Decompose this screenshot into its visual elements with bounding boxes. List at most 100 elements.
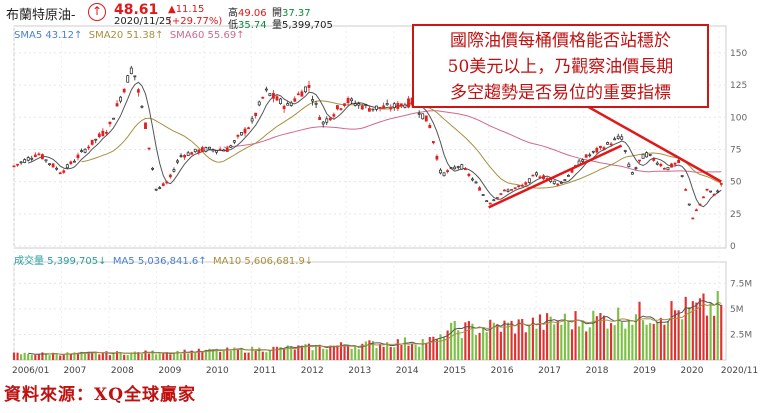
price-tick-label: 50: [730, 178, 742, 188]
candle-body: [524, 182, 528, 185]
x-tick-label: 2012: [301, 366, 324, 376]
candle-body: [517, 185, 521, 188]
volume-bar: [375, 347, 378, 360]
volume-bar: [716, 291, 719, 360]
volume-bar: [396, 339, 399, 360]
volume-bar: [126, 354, 129, 360]
volume-bar: [620, 322, 623, 360]
volume-title: 成交量 5,399,705↓: [14, 256, 107, 267]
candle-body: [279, 98, 282, 105]
low-number: 35.74: [238, 20, 267, 31]
candle-body: [673, 162, 677, 165]
candle-body: [453, 166, 457, 170]
candle-body: [300, 91, 304, 97]
candle-body: [407, 98, 410, 108]
volume-bar: [378, 343, 382, 360]
volume-bar: [133, 351, 136, 360]
volume-bar: [322, 348, 325, 360]
candle-body: [23, 159, 27, 163]
volume-bar: [713, 315, 716, 360]
volume-bar: [556, 321, 559, 360]
trend-line-2: [587, 105, 722, 183]
annotation-line-3: 多空趨勢是否易位的重要指標: [450, 83, 671, 103]
volume-bar: [524, 332, 527, 360]
candle-body: [367, 108, 371, 112]
candle-body: [293, 98, 297, 102]
volume-bar: [371, 341, 375, 360]
volume-bar: [112, 353, 115, 360]
volume-bar: [386, 342, 389, 360]
candle-body: [215, 150, 218, 153]
volume-bar: [140, 353, 144, 360]
instrument-name[interactable]: 布蘭特原油-: [6, 8, 76, 23]
annotation-box: 國際油價每桶價格能否站穩於 50美元以上，乃觀察油價長期 多空趨勢是否易位的重要…: [412, 24, 709, 108]
volume-bar: [677, 310, 680, 360]
candle-body: [481, 194, 485, 196]
volume-bar: [460, 338, 463, 360]
volume-bar: [23, 352, 26, 360]
volume-bar: [489, 319, 492, 360]
volume-bar: [158, 353, 161, 360]
volume-bar: [403, 337, 407, 360]
price-tick-label: 25: [730, 210, 741, 220]
volume-bar: [624, 328, 627, 360]
volume-bar: [482, 327, 485, 360]
candle-body: [257, 101, 261, 106]
volume-bar: [311, 350, 314, 360]
volume-bar: [435, 339, 438, 360]
candle-body: [304, 86, 307, 93]
x-tick-label: 2009: [158, 366, 181, 376]
volume-bar: [578, 326, 581, 360]
candle-body: [581, 159, 585, 162]
vol-ma5-legend: MA5 5,036,841.6↑: [112, 256, 207, 267]
volume-bar: [382, 346, 385, 360]
volume-bar: [304, 344, 307, 360]
candle-body: [261, 96, 265, 99]
volume-bar: [254, 350, 257, 360]
volume-bar: [474, 335, 478, 360]
candle-body: [687, 203, 691, 206]
volume-bar: [215, 348, 218, 360]
volume-bar: [407, 345, 410, 360]
volume-bar: [528, 326, 531, 360]
volume-bar: [108, 355, 112, 360]
volume-value: 量5,399,705: [272, 16, 333, 31]
volume-bar: [610, 323, 613, 360]
volume-bar: [350, 348, 353, 360]
volume-bar: [567, 321, 570, 360]
volume-bar: [80, 351, 83, 360]
volume-bar: [297, 345, 300, 360]
candle-body: [375, 105, 378, 110]
volume-bar: [339, 342, 343, 360]
open-value: 開37.37: [272, 4, 311, 19]
volume-bar: [137, 352, 140, 360]
candle-body: [268, 93, 272, 97]
volume-bar: [130, 352, 133, 360]
candle-body: [236, 135, 240, 137]
candle-body: [506, 189, 510, 192]
volume-bar: [588, 327, 591, 360]
volume-bar: [183, 349, 186, 360]
candle-body: [16, 163, 19, 166]
candle-body: [645, 152, 649, 158]
volume-bar: [617, 307, 620, 360]
candle-body: [240, 132, 243, 136]
volume-bar: [229, 350, 232, 360]
x-tick-label: 2019: [633, 366, 656, 376]
volume-bar: [265, 352, 268, 360]
volume-bar: [240, 347, 243, 360]
volume-bar: [659, 317, 662, 360]
candle-body: [26, 157, 30, 161]
last-price: 48.61: [114, 2, 159, 18]
candle-body: [371, 108, 375, 111]
candle-body: [616, 135, 620, 139]
candle-body: [485, 200, 489, 203]
volume-bar: [91, 352, 94, 360]
volume-bar: [258, 347, 261, 360]
candle-body: [559, 182, 563, 184]
volume-bar: [318, 344, 321, 360]
candle-body: [12, 165, 16, 168]
volume-bar: [471, 323, 474, 360]
volume-bar: [361, 343, 364, 360]
x-tick-label: 2017: [538, 366, 561, 376]
